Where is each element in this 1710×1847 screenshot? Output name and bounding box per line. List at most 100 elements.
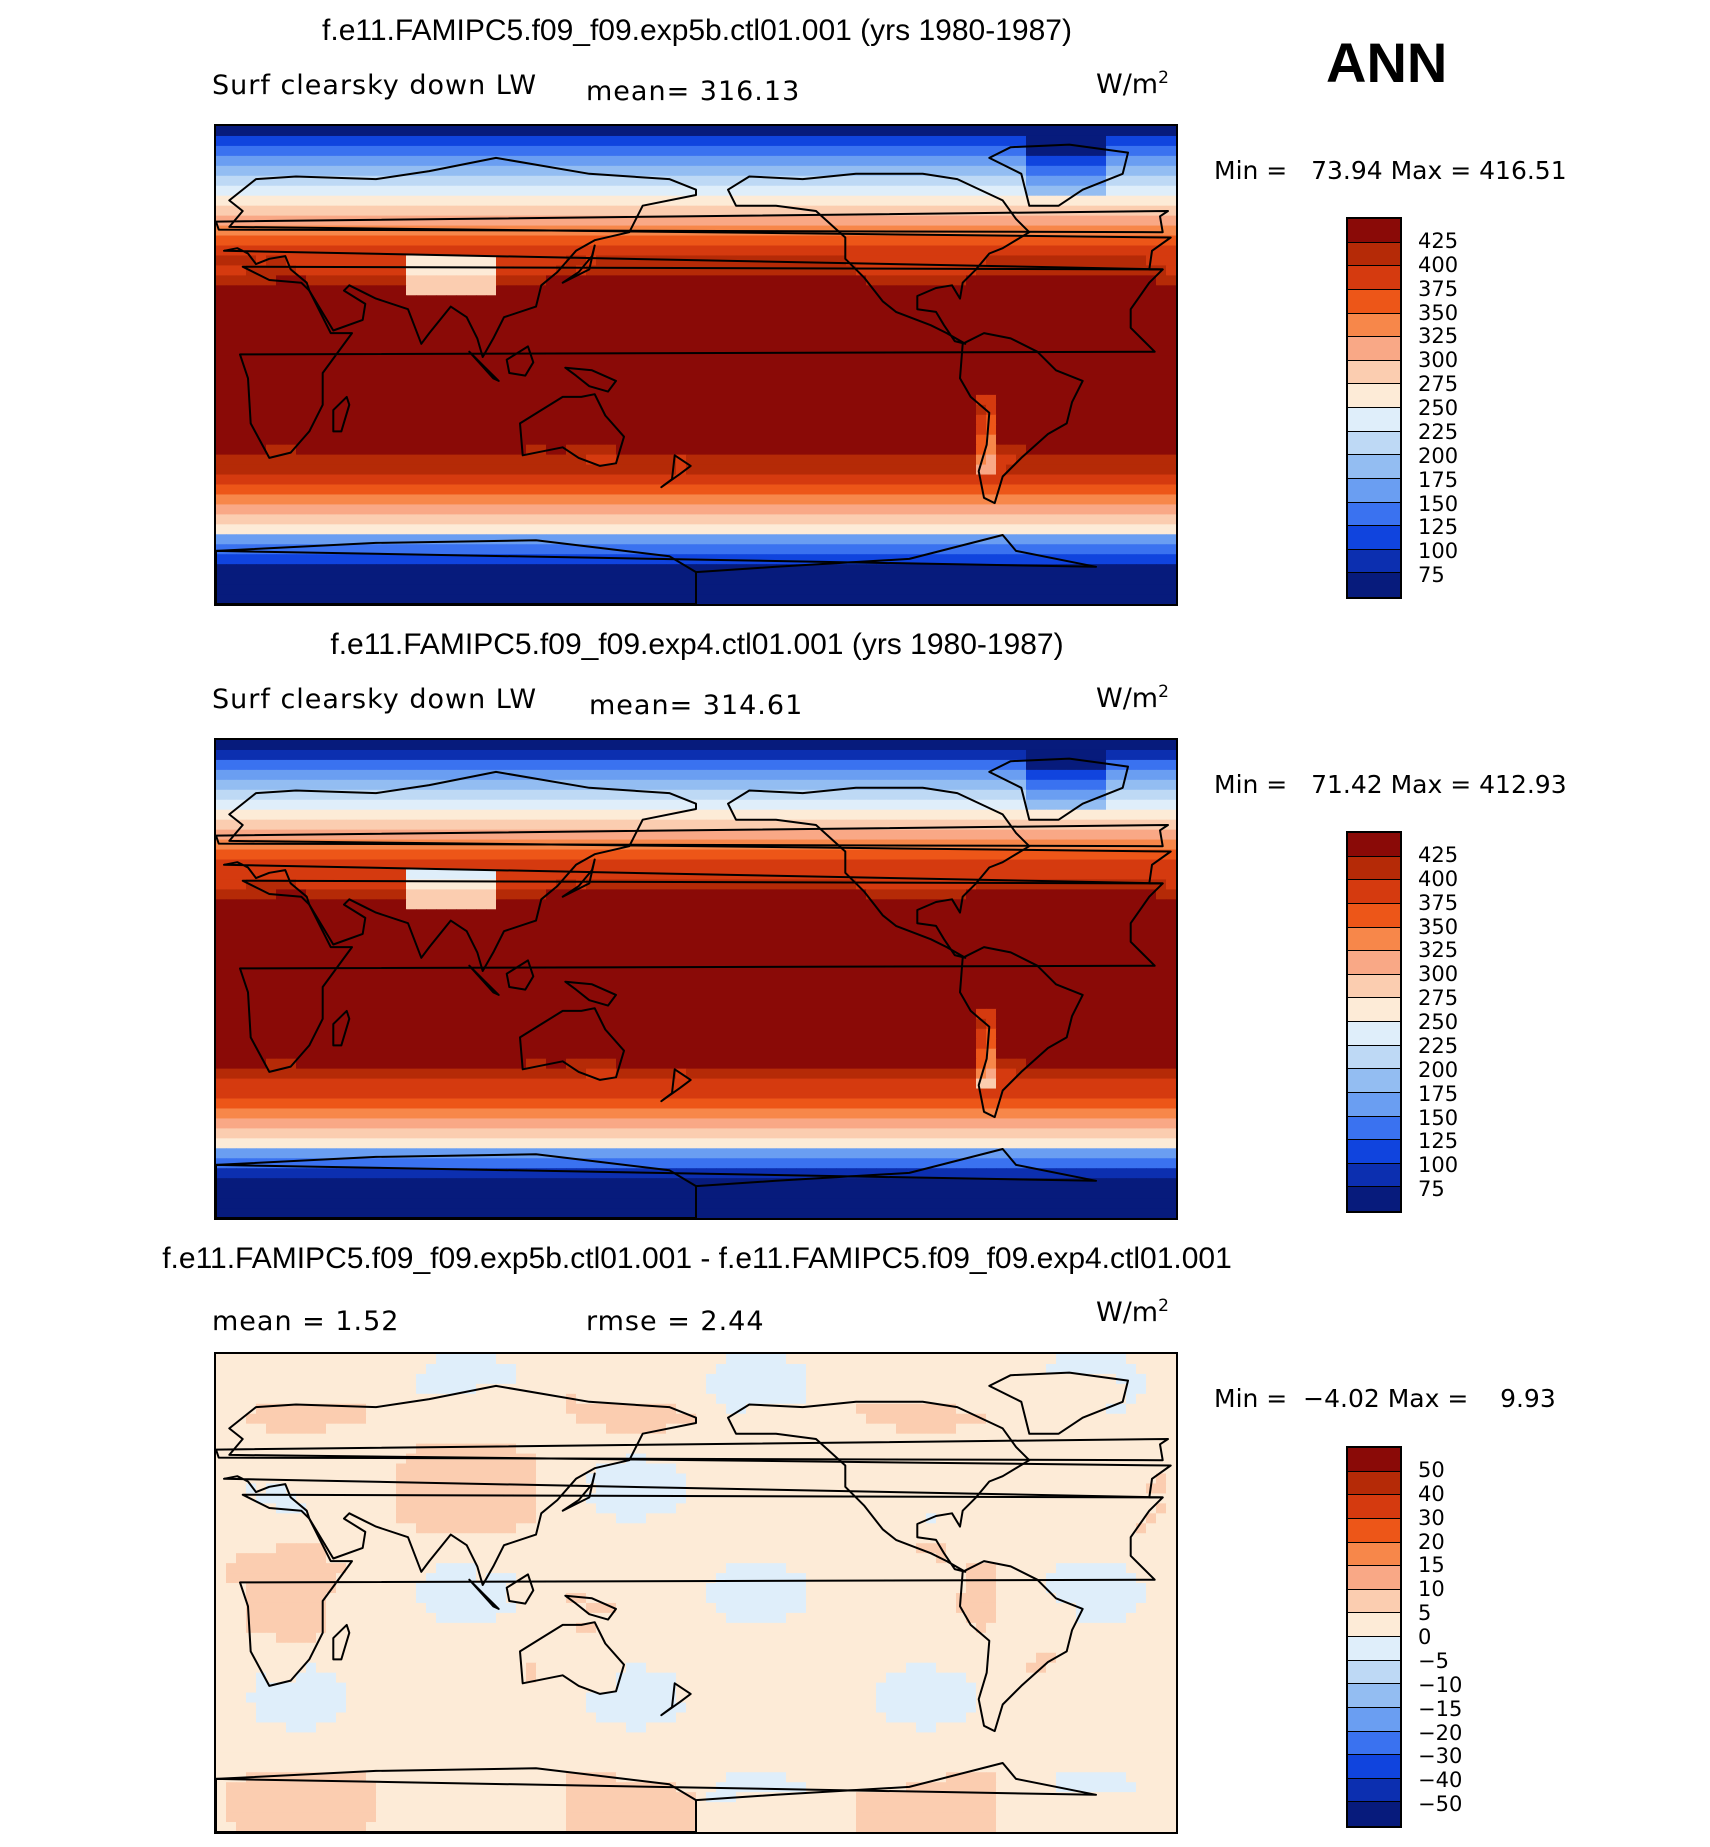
- colorbar-tick-label: 400: [1418, 252, 1459, 277]
- colorbar-segment: [1348, 1542, 1400, 1567]
- coastline: [216, 1767, 697, 1832]
- coastline: [223, 770, 1172, 972]
- colorbar-segment: [1348, 242, 1400, 267]
- colorbar-segment: [1348, 1116, 1400, 1141]
- coastline: [959, 1560, 1084, 1733]
- colorbar-segment: [1348, 1755, 1400, 1779]
- colorbar-segment: [1348, 478, 1400, 503]
- colorbar-tick-label: 200: [1418, 443, 1459, 468]
- colorbar-segment: [1348, 1069, 1400, 1093]
- colorbar-segment: [1348, 951, 1400, 975]
- panel-3-rmse: rmse = 2.44: [586, 1306, 765, 1337]
- colorbar-segment: [1348, 266, 1400, 290]
- coastline: [959, 332, 1084, 505]
- colorbar-segment: [1348, 974, 1400, 999]
- colorbar-segment: [1348, 289, 1400, 314]
- colorbar-segment: [1348, 1802, 1400, 1826]
- panel-2-variable: Surf clearsky down LW: [212, 684, 538, 715]
- colorbar-segment: [1348, 1163, 1400, 1188]
- colorbar-segment: [1348, 1448, 1400, 1472]
- panel-2-colorbar: [1346, 831, 1402, 1213]
- coastline: [959, 946, 1084, 1119]
- colorbar-tick-label: 30: [1418, 1505, 1445, 1530]
- coastline: [561, 244, 596, 284]
- colorbar-tick-label: 150: [1418, 1105, 1459, 1130]
- colorbar-tick-label: 100: [1418, 1153, 1459, 1178]
- coastline: [660, 1682, 692, 1717]
- colorbar-segment: [1348, 337, 1400, 361]
- panel-2-mean: mean= 314.61: [589, 690, 804, 721]
- colorbar-segment: [1348, 1613, 1400, 1637]
- panel-2-minmax: Min = 71.42 Max = 412.93: [1214, 770, 1567, 799]
- colorbar-segment: [1348, 1471, 1400, 1496]
- coastline: [216, 1153, 697, 1218]
- colorbar-segment: [1348, 1022, 1400, 1046]
- colorbar-segment: [1348, 219, 1400, 243]
- colorbar-segment: [1348, 856, 1400, 881]
- coastline: [239, 879, 1164, 1073]
- colorbar-segment: [1348, 549, 1400, 574]
- coastline: [519, 1007, 625, 1081]
- colorbar-segment: [1348, 1778, 1400, 1803]
- colorbar-segment: [1348, 998, 1400, 1022]
- panel-1-map: [214, 124, 1178, 606]
- panel-2-map: [214, 738, 1178, 1220]
- coastline: [239, 1493, 1164, 1687]
- panel-3-mean: mean = 1.52: [212, 1306, 400, 1337]
- colorbar-segment: [1348, 526, 1400, 550]
- coastline: [216, 539, 697, 604]
- colorbar-tick-label: 325: [1418, 938, 1459, 963]
- colorbar-tick-label: 75: [1418, 1177, 1445, 1202]
- colorbar-tick-label: −10: [1418, 1672, 1463, 1697]
- season-label: ANN: [1326, 31, 1448, 94]
- coastline: [216, 210, 1169, 234]
- coastline: [660, 454, 692, 489]
- coastline: [988, 757, 1129, 821]
- coastline: [332, 1623, 351, 1661]
- colorbar-tick-label: 300: [1418, 348, 1459, 373]
- colorbar-tick-label: 200: [1418, 1057, 1459, 1082]
- colorbar-tick-label: 425: [1418, 842, 1459, 867]
- colorbar-tick-label: 275: [1418, 372, 1459, 397]
- colorbar-tick-label: 75: [1418, 563, 1445, 588]
- colorbar-segment: [1348, 1637, 1400, 1661]
- coastline: [216, 1148, 1097, 1218]
- colorbar-segment: [1348, 1045, 1400, 1070]
- colorbar-tick-label: 175: [1418, 1081, 1459, 1106]
- colorbar-tick-label: −5: [1418, 1648, 1449, 1673]
- colorbar-tick-label: 10: [1418, 1577, 1445, 1602]
- colorbar-tick-label: 275: [1418, 986, 1459, 1011]
- coastline: [505, 959, 535, 991]
- colorbar-tick-label: 250: [1418, 396, 1459, 420]
- colorbar-tick-label: 250: [1418, 1010, 1459, 1034]
- colorbar-tick-label: 350: [1418, 914, 1459, 939]
- colorbar-segment: [1348, 1518, 1400, 1543]
- colorbar-segment: [1348, 1187, 1400, 1211]
- coastline: [660, 1068, 692, 1103]
- colorbar-segment: [1348, 1684, 1400, 1708]
- field-cells: [216, 126, 1176, 604]
- coastline: [564, 1594, 617, 1621]
- coastline: [468, 964, 500, 996]
- coastline: [223, 156, 1172, 358]
- colorbar-tick-label: −20: [1418, 1720, 1463, 1745]
- colorbar-segment: [1348, 313, 1400, 338]
- coastline: [332, 395, 351, 433]
- panel-3-colorbar: [1346, 1446, 1402, 1828]
- coastline: [727, 1400, 1031, 1573]
- colorbar-segment: [1348, 927, 1400, 952]
- colorbar-tick-label: 5: [1418, 1601, 1432, 1626]
- colorbar-segment: [1348, 903, 1400, 928]
- colorbar-segment: [1348, 833, 1400, 857]
- coastline: [561, 1472, 596, 1512]
- colorbar-segment: [1348, 573, 1400, 597]
- colorbar-tick-label: 0: [1418, 1625, 1432, 1649]
- coastline: [505, 1573, 535, 1605]
- colorbar-tick-label: 50: [1418, 1457, 1445, 1482]
- coastline: [519, 393, 625, 467]
- coastline: [216, 534, 1097, 604]
- colorbar-tick-label: 225: [1418, 1033, 1459, 1058]
- colorbar-segment: [1348, 384, 1400, 408]
- coastline: [468, 350, 500, 382]
- coastline: [505, 345, 535, 377]
